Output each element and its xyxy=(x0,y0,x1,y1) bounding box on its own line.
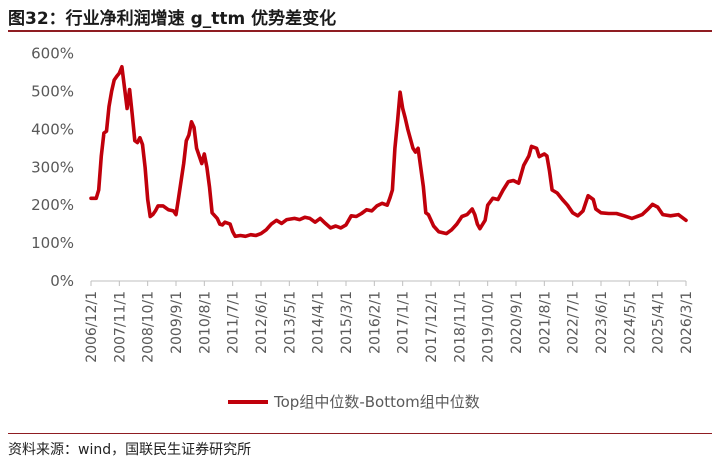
y-tick-label: 0% xyxy=(50,272,74,290)
x-tick-label: 2026/3/1 xyxy=(679,291,695,354)
x-tick-label: 2007/11/1 xyxy=(112,291,128,363)
y-tick-label: 200% xyxy=(31,196,74,214)
page-title: 图32：行业净利润增速 g_ttm 优势差变化 xyxy=(8,9,337,29)
x-tick-label: 2025/4/1 xyxy=(651,291,667,354)
line-chart: 0% 100% 200% 300% 400% 500% 600% 2006/12/1 2007/… xyxy=(31,45,695,412)
x-tick-label: 2017/1/1 xyxy=(396,291,412,354)
source-note: 资料来源：wind，国联民生证券研究所 xyxy=(8,442,252,458)
x-tick-label: 2023/6/1 xyxy=(594,291,610,354)
x-tick-label: 2020/9/1 xyxy=(509,291,525,354)
x-tick-label: 2019/10/1 xyxy=(481,291,497,363)
y-tick-label: 600% xyxy=(31,45,74,63)
series-line xyxy=(89,65,688,239)
x-tick-label: 2018/11/1 xyxy=(452,291,468,363)
legend-label: Top组中位数-Bottom组中位数 xyxy=(273,393,480,411)
y-tick-label: 100% xyxy=(31,234,74,252)
x-tick-label: 2006/12/1 xyxy=(84,291,100,363)
x-tick-label: 2008/10/1 xyxy=(141,291,157,363)
x-tick-label: 2017/12/1 xyxy=(424,291,440,363)
x-tick-label: 2021/8/1 xyxy=(537,291,553,354)
x-tick-label: 2015/3/1 xyxy=(339,291,355,354)
source-bar: 资料来源：wind，国联民生证券研究所 xyxy=(8,433,712,461)
x-tick-label: 2013/5/1 xyxy=(282,291,298,354)
title-bar: 图32：行业净利润增速 g_ttm 优势差变化 xyxy=(8,2,712,32)
y-tick-label: 500% xyxy=(31,82,74,100)
x-tick-label: 2024/5/1 xyxy=(622,291,638,354)
x-tick-label: 2012/6/1 xyxy=(254,291,270,354)
x-tick-label: 2011/7/1 xyxy=(226,291,242,354)
y-tick-label: 400% xyxy=(31,120,74,138)
x-tick-label: 2016/2/1 xyxy=(367,291,383,354)
x-tick-label: 2022/7/1 xyxy=(566,291,582,354)
x-tick-label: 2014/4/1 xyxy=(311,291,327,354)
x-tick-label: 2009/9/1 xyxy=(169,291,185,354)
y-tick-label: 300% xyxy=(31,158,74,176)
x-tick-label: 2010/8/1 xyxy=(197,291,213,354)
